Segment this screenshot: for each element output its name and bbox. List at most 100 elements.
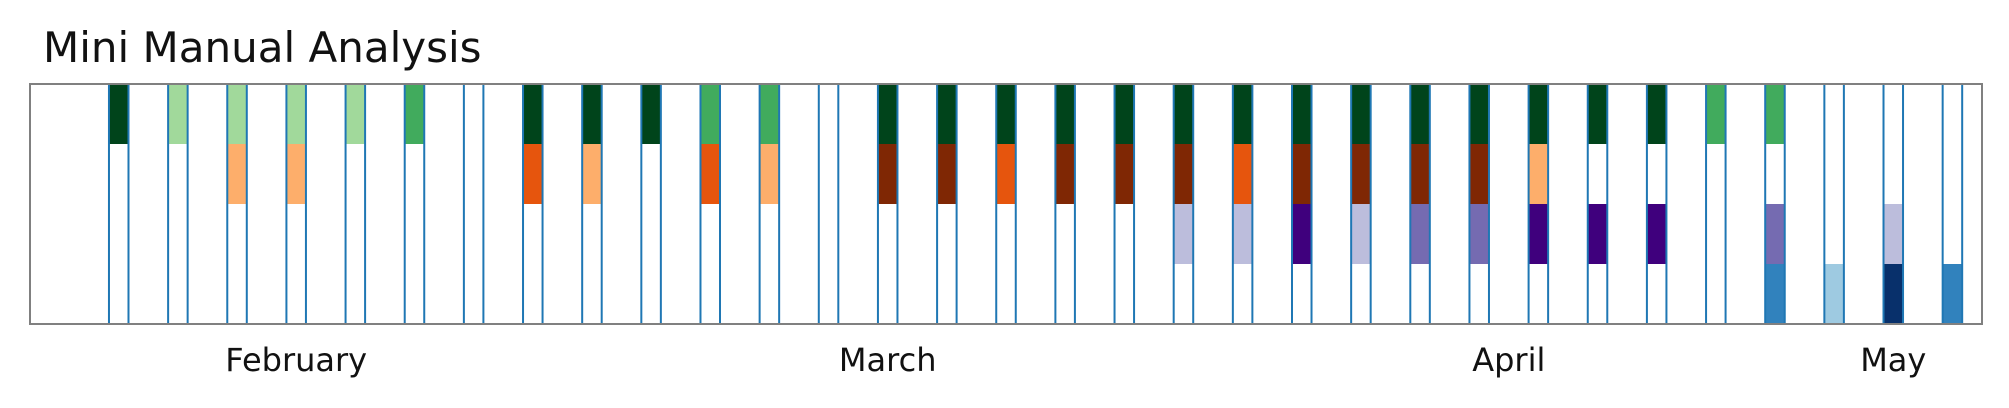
heatmap-cell-19-3 [1114, 204, 1135, 264]
heatmap-cell-10-4 [582, 264, 602, 324]
heatmap-cell-12-2 [700, 144, 720, 204]
heatmap-cell-18-3 [1055, 204, 1075, 264]
heatmap-cell-26-4 [1528, 264, 1549, 324]
heatmap-cell-20-4 [1173, 264, 1194, 324]
heatmap-cell-25-3 [1469, 204, 1489, 264]
heatmap-cell-17-3 [996, 204, 1016, 264]
heatmap-cell-6-1 [345, 84, 366, 144]
heatmap-cell-28-1 [1646, 84, 1667, 144]
heatmap-cell-6-3 [345, 204, 366, 264]
heatmap-cell-24-2 [1410, 144, 1430, 204]
x-axis-labels: February March April May [225, 341, 1926, 379]
month-label-march: March [839, 341, 937, 379]
heatmap-cell-15-4 [877, 264, 898, 324]
heatmap-cell-33-1 [1942, 84, 1963, 144]
heatmap-cell-30-1 [1765, 84, 1785, 144]
heatmap-cell-9-4 [523, 264, 543, 324]
heatmap-cell-24-3 [1410, 204, 1430, 264]
heatmap-cell-20-3 [1173, 204, 1194, 264]
heatmap-cell-29-3 [1706, 204, 1726, 264]
heatmap-cell-12-4 [700, 264, 720, 324]
heatmap-cell-26-3 [1528, 204, 1549, 264]
month-label-april: April [1472, 341, 1545, 379]
heatmap-cell-15-1 [877, 84, 898, 144]
heatmap-cell-14-2 [818, 144, 839, 204]
heatmap-cell-33-2 [1942, 144, 1963, 204]
heatmap-cell-18-2 [1055, 144, 1075, 204]
heatmap-cell-12-3 [700, 204, 720, 264]
heatmap-cell-12-1 [700, 84, 720, 144]
heatmap-cell-7-2 [404, 144, 425, 204]
heatmap-cell-32-2 [1883, 144, 1904, 204]
heatmap-cell-32-3 [1883, 204, 1904, 264]
heatmap-cell-16-1 [937, 84, 957, 144]
heatmap-cell-27-3 [1587, 204, 1608, 264]
heatmap-cell-28-3 [1646, 204, 1667, 264]
heatmap-cell-25-2 [1469, 144, 1489, 204]
heatmap-cell-23-1 [1351, 84, 1371, 144]
heatmap-cell-9-2 [523, 144, 543, 204]
heatmap-cell-14-1 [818, 84, 839, 144]
heatmap-cell-22-1 [1292, 84, 1312, 144]
month-label-may: May [1860, 341, 1926, 379]
heatmap-cell-3-4 [168, 264, 188, 324]
heatmap-cell-5-2 [286, 144, 306, 204]
heatmap-cell-8-4 [463, 264, 484, 324]
heatmap-cell-5-4 [286, 264, 306, 324]
heatmap-cell-29-1 [1706, 84, 1726, 144]
heatmap-cell-28-4 [1646, 264, 1667, 324]
heatmap-cell-27-2 [1587, 144, 1608, 204]
heatmap-cell-3-2 [168, 144, 188, 204]
heatmap-cell-4-3 [227, 204, 247, 264]
heatmap-cell-18-1 [1055, 84, 1075, 144]
heatmap-cell-17-1 [996, 84, 1016, 144]
heatmap-cell-4-2 [227, 144, 247, 204]
heatmap-cell-14-4 [818, 264, 839, 324]
heatmap-cell-19-2 [1114, 144, 1135, 204]
heatmap-cell-27-4 [1587, 264, 1608, 324]
heatmap-cell-13-1 [759, 84, 780, 144]
heatmap-cell-11-3 [641, 204, 661, 264]
heatmap-cell-21-4 [1232, 264, 1253, 324]
heatmap-cell-31-2 [1824, 144, 1844, 204]
heatmap-cell-15-2 [877, 144, 898, 204]
heatmap-cell-11-4 [641, 264, 661, 324]
heatmap-cell-11-1 [641, 84, 661, 144]
heatmap-cell-6-4 [345, 264, 366, 324]
heatmap-cell-3-3 [168, 204, 188, 264]
heatmap-cell-16-4 [937, 264, 957, 324]
heatmap-cell-4-1 [227, 84, 247, 144]
heatmap-cell-9-1 [523, 84, 543, 144]
heatmap-cell-22-4 [1292, 264, 1312, 324]
heatmap-cell-26-1 [1528, 84, 1549, 144]
heatmap-cell-21-2 [1232, 144, 1253, 204]
heatmap-cell-24-4 [1410, 264, 1430, 324]
heatmap-cell-31-4 [1824, 264, 1844, 324]
heatmap-cell-18-4 [1055, 264, 1075, 324]
heatmap-cell-31-3 [1824, 204, 1844, 264]
heatmap-cell-2-4 [108, 264, 129, 324]
plot-frame [29, 83, 1983, 325]
heatmap-cell-7-1 [404, 84, 425, 144]
heatmap-cell-8-3 [463, 204, 484, 264]
heatmap-cell-7-3 [404, 204, 425, 264]
heatmap-cell-16-3 [937, 204, 957, 264]
heatmap-cell-9-3 [523, 204, 543, 264]
heatmap-cell-25-1 [1469, 84, 1489, 144]
heatmap-cell-7-4 [404, 264, 425, 324]
heatmap-cell-31-1 [1824, 84, 1844, 144]
heatmap-cell-23-2 [1351, 144, 1371, 204]
heatmap-cell-30-2 [1765, 144, 1785, 204]
heatmap-cell-15-3 [877, 204, 898, 264]
chart-title: Mini Manual Analysis [43, 23, 482, 72]
heatmap-cell-8-1 [463, 84, 484, 144]
heatmap-cell-33-4 [1942, 264, 1963, 324]
heatmap-cell-2-1 [108, 84, 129, 144]
heatmap-cell-22-2 [1292, 144, 1312, 204]
heatmap-cell-16-2 [937, 144, 957, 204]
heatmap-cell-21-3 [1232, 204, 1253, 264]
heatmap-cell-23-3 [1351, 204, 1371, 264]
heatmap-cell-28-2 [1646, 144, 1667, 204]
heatmap-cell-30-3 [1765, 204, 1785, 264]
